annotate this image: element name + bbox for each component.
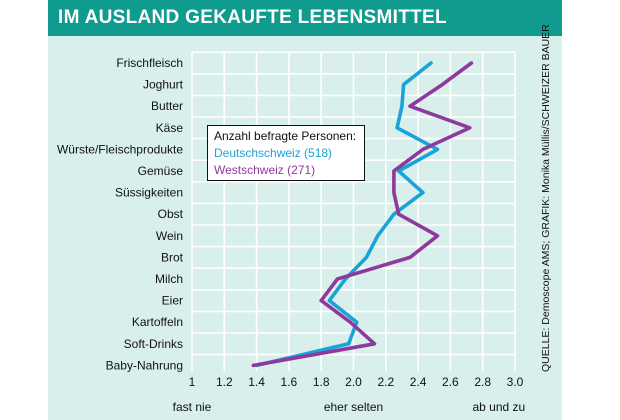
x-tick-label: 1.6 xyxy=(281,375,298,389)
x-tick-label: 2.8 xyxy=(474,375,491,389)
category-label: Wein xyxy=(156,229,183,243)
x-tick-label: 2.0 xyxy=(345,375,362,389)
legend-title: Anzahl befragte Personen: xyxy=(214,129,357,143)
legend-item-westschweiz: Westschweiz (271) xyxy=(214,163,316,177)
category-label: Süssigkeiten xyxy=(115,186,183,200)
axis-word-label: eher selten xyxy=(324,400,383,414)
series-lines xyxy=(251,61,474,368)
x-tick-labels: 1 1.2 1.4 1.6 1.8 2.0 2.2 2.4 2.6 2.8 3.0 xyxy=(189,375,524,389)
category-label: Käse xyxy=(156,121,184,135)
axis-word-label: ab und zu xyxy=(472,400,525,414)
x-tick-label: 2.2 xyxy=(377,375,394,389)
category-label: Eier xyxy=(162,294,183,308)
legend-item-deutschschweiz: Deutschschweiz (518) xyxy=(214,146,333,160)
category-label: Obst xyxy=(158,207,184,221)
x-tick-label: 2.4 xyxy=(410,375,427,389)
category-label: Würste/Fleischprodukte xyxy=(57,142,183,156)
category-label: Kartoffeln xyxy=(132,315,183,329)
series-line-0 xyxy=(254,61,440,368)
category-label: Baby-Nahrung xyxy=(106,358,183,372)
series-line-1 xyxy=(251,61,474,368)
x-tick-label: 1 xyxy=(189,375,196,389)
legend: Anzahl befragte Personen: Deutschschweiz… xyxy=(207,125,365,181)
category-label: Joghurt xyxy=(143,78,184,92)
category-label: Soft-Drinks xyxy=(124,337,183,351)
x-tick-label: 1.8 xyxy=(313,375,330,389)
axis-words: fast nie eher selten ab und zu xyxy=(173,400,526,414)
category-labels: Frischfleisch Joghurt Butter Käse Würste/Fle… xyxy=(57,56,184,372)
category-label: Brot xyxy=(161,250,184,264)
category-label: Gemüse xyxy=(138,164,184,178)
category-label: Frischfleisch xyxy=(116,56,183,70)
chart-title: IM AUSLAND GEKAUFTE LEBENSMITTEL xyxy=(58,7,447,28)
x-tick-label: 1.4 xyxy=(248,375,265,389)
axis-word-label: fast nie xyxy=(173,400,212,414)
category-label: Milch xyxy=(155,272,183,286)
source-credit: QUELLE: Demoscope AMS; GRAFIK: Monika Mü… xyxy=(540,24,552,372)
x-tick-label: 3.0 xyxy=(507,375,524,389)
title-bar: IM AUSLAND GEKAUFTE LEBENSMITTEL xyxy=(48,0,562,36)
x-tick-label: 1.2 xyxy=(216,375,233,389)
category-label: Butter xyxy=(151,99,183,113)
x-tick-label: 2.6 xyxy=(442,375,459,389)
